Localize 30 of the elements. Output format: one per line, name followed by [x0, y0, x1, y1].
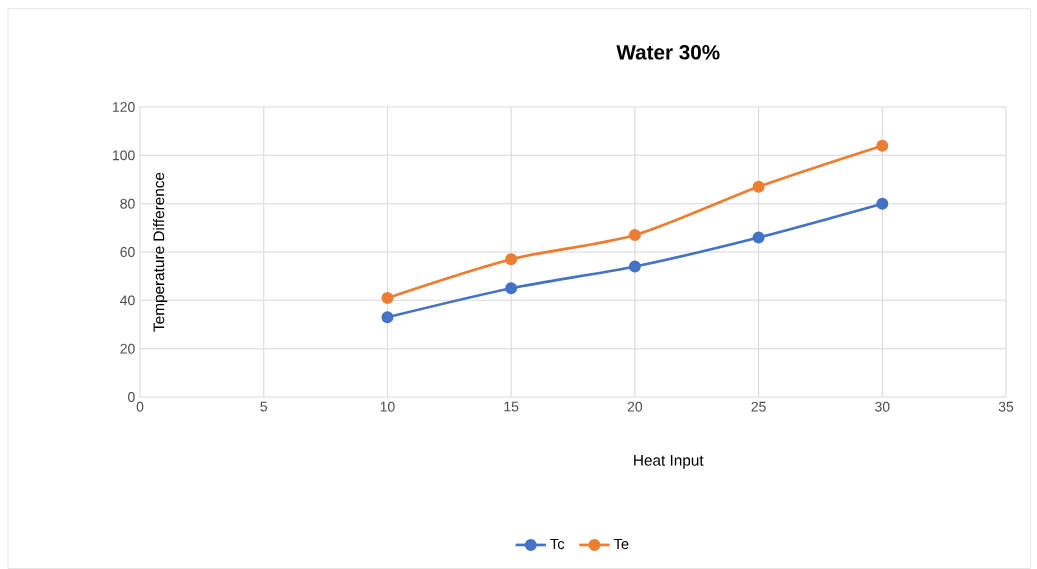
point: [505, 282, 518, 295]
y-tick-label: 0: [128, 392, 135, 402]
x-axis-title: Heat Input: [634, 455, 704, 469]
legend-label: Te: [613, 538, 629, 550]
y-tick-label: 20: [120, 343, 135, 354]
y-tick-label: 100: [113, 150, 135, 161]
y-axis-title: Temperature Difference: [153, 172, 168, 332]
x-tick-label: 10: [380, 401, 395, 412]
point: [752, 231, 765, 244]
point: [628, 229, 641, 242]
x-tick-label: 5: [260, 401, 268, 412]
legend-label: Tc: [550, 538, 565, 550]
point: [381, 291, 394, 304]
point: [381, 311, 394, 324]
y-tick-label: 60: [120, 247, 135, 257]
point: [752, 180, 765, 193]
y-tick-label: 120: [113, 102, 135, 112]
x-tick-label: 35: [998, 401, 1014, 412]
point: [628, 260, 641, 273]
chart-title: Water 30%: [616, 44, 720, 60]
x-tick-label: 15: [504, 401, 519, 412]
y-tick-label: 40: [120, 295, 135, 306]
point: [876, 197, 889, 210]
x-tick-label: 25: [751, 401, 766, 412]
point: [876, 139, 889, 152]
x-tick-label: 0: [136, 401, 144, 412]
x-tick-label: 20: [627, 401, 643, 412]
point: [505, 253, 518, 266]
x-tick-label: 30: [875, 401, 890, 412]
y-tick-label: 80: [120, 198, 135, 209]
